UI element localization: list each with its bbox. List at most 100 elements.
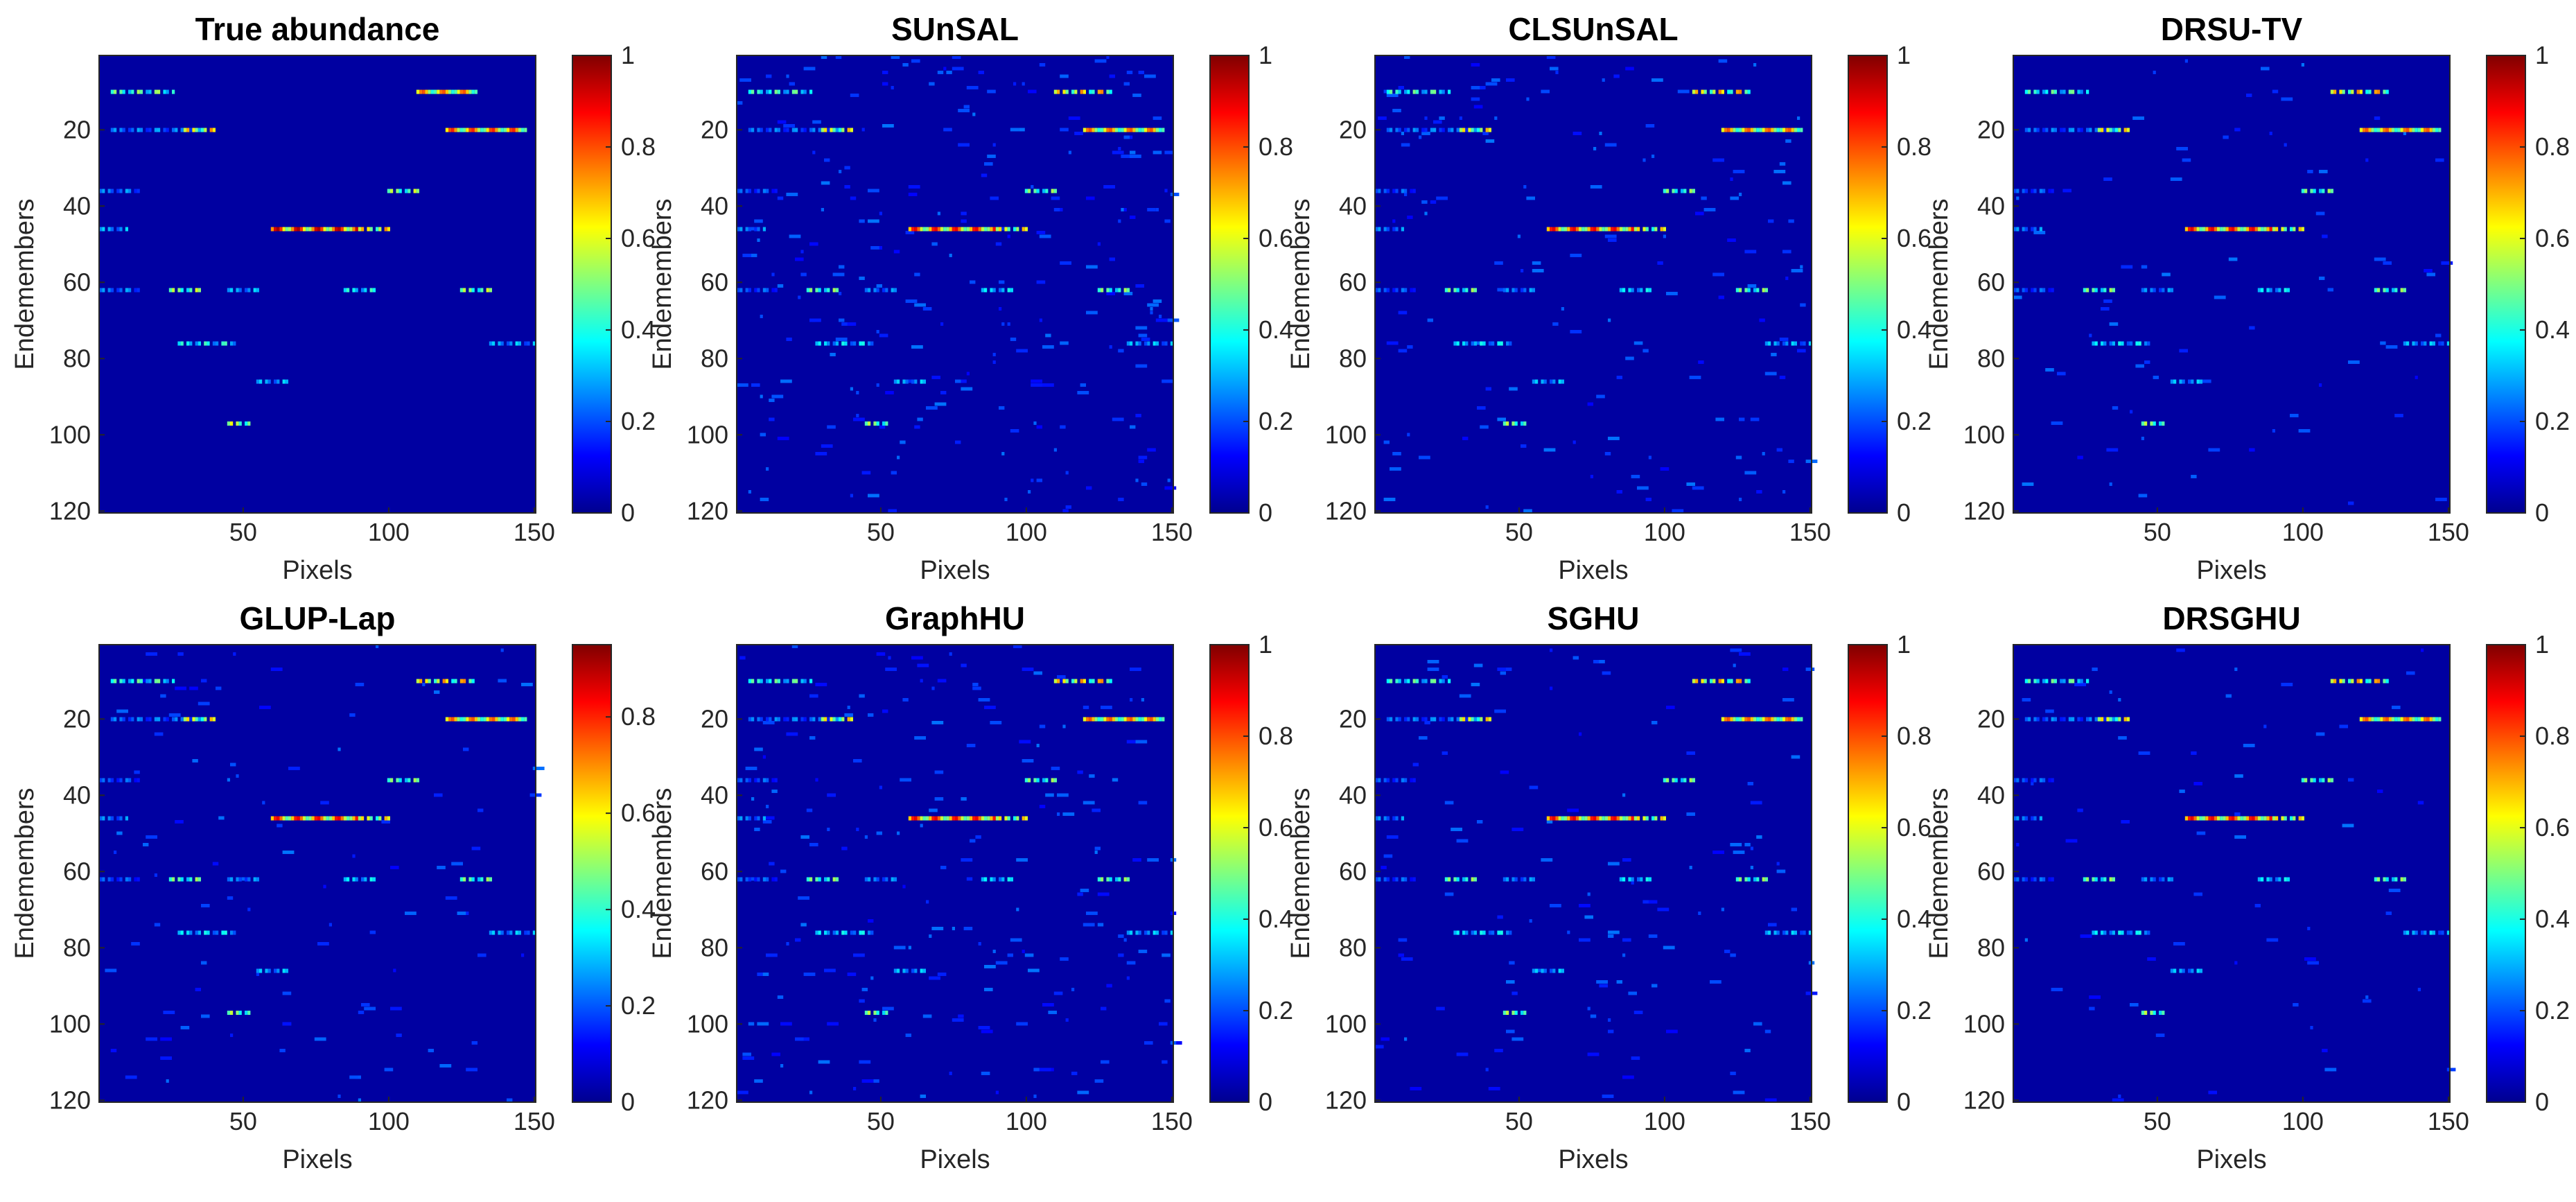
y-tick-label: 20 bbox=[1977, 115, 2005, 143]
abundance-cell bbox=[1065, 679, 1069, 683]
noise-cell bbox=[771, 272, 775, 277]
abundance-cell bbox=[827, 717, 830, 722]
abundance-cell bbox=[459, 679, 463, 683]
noise-cell bbox=[2109, 690, 2112, 694]
abundance-cell bbox=[1785, 128, 1789, 132]
abundance-cell bbox=[2266, 227, 2270, 232]
noise-cell bbox=[1383, 854, 1393, 858]
abundance-cell bbox=[806, 877, 809, 882]
abundance-cell bbox=[463, 128, 466, 132]
noise-cell bbox=[1118, 953, 1124, 957]
noise-cell bbox=[1159, 1022, 1168, 1026]
abundance-cell bbox=[1153, 930, 1156, 935]
noise-cell bbox=[1039, 63, 1046, 67]
abundance-cell bbox=[230, 421, 234, 426]
axes-frame bbox=[2013, 644, 2451, 1103]
abundance-cell bbox=[245, 421, 248, 426]
abundance-cell bbox=[2394, 288, 2398, 293]
noise-cell bbox=[1147, 303, 1159, 307]
noise-cell bbox=[861, 128, 865, 132]
abundance-cell bbox=[442, 89, 446, 94]
abundance-cell bbox=[2438, 930, 2442, 935]
abundance-cell bbox=[119, 89, 123, 94]
abundance-cell bbox=[1808, 341, 1812, 346]
noise-cell bbox=[1572, 656, 1579, 660]
abundance-cell bbox=[419, 89, 423, 94]
x-axis-label: Pixels bbox=[920, 556, 990, 585]
abundance-cell bbox=[1613, 227, 1617, 232]
abundance-cell bbox=[1106, 877, 1110, 882]
abundance-cell bbox=[850, 717, 853, 722]
noise-cell bbox=[2307, 170, 2313, 173]
abundance-cell bbox=[987, 227, 990, 232]
abundance-cell bbox=[818, 288, 821, 293]
abundance-cell bbox=[437, 679, 440, 683]
abundance-cell bbox=[1395, 189, 1399, 193]
noise-cell bbox=[1051, 196, 1060, 200]
abundance-cell bbox=[1097, 89, 1101, 94]
abundance-cell bbox=[1456, 877, 1460, 882]
noise-cell bbox=[2024, 938, 2028, 942]
abundance-cell bbox=[230, 288, 234, 293]
abundance-cell bbox=[911, 816, 915, 821]
noise-cell bbox=[830, 353, 836, 356]
noise-cell bbox=[800, 272, 807, 277]
noise-cell bbox=[1596, 394, 1605, 399]
abundance-cell bbox=[873, 421, 877, 426]
noise-cell bbox=[146, 1037, 157, 1041]
abundance-cell bbox=[835, 341, 839, 346]
abundance-cell bbox=[955, 227, 958, 232]
y-axis-label: Endemembers bbox=[10, 198, 40, 369]
abundance-cell bbox=[186, 341, 190, 346]
abundance-cell bbox=[125, 778, 128, 783]
abundance-cell bbox=[1550, 379, 1553, 384]
noise-cell bbox=[1135, 740, 1148, 744]
abundance-cell bbox=[1628, 816, 1631, 821]
abundance-cell bbox=[1162, 341, 1165, 346]
abundance-cell bbox=[1663, 778, 1666, 783]
abundance-cell bbox=[521, 717, 525, 722]
abundance-cell bbox=[110, 717, 114, 722]
noise-cell bbox=[1791, 907, 1797, 912]
abundance-cell bbox=[1126, 877, 1130, 882]
abundance-cell bbox=[2048, 778, 2051, 783]
abundance-cell bbox=[1506, 877, 1509, 882]
abundance-cell bbox=[2123, 128, 2127, 132]
noise-cell bbox=[978, 71, 984, 74]
abundance-cell bbox=[157, 128, 161, 132]
abundance-cell bbox=[2103, 930, 2107, 935]
abundance-cell bbox=[1042, 189, 1046, 193]
abundance-cell bbox=[1024, 227, 1028, 232]
noise-cell bbox=[981, 1072, 990, 1075]
noise-cell bbox=[2365, 158, 2369, 162]
abundance-cell bbox=[1448, 128, 1451, 132]
abundance-cell bbox=[809, 128, 813, 132]
abundance-cell bbox=[2385, 679, 2389, 683]
abundance-cell bbox=[824, 877, 827, 882]
noise-cell bbox=[1123, 82, 1130, 86]
abundance-cell bbox=[1561, 379, 1564, 384]
noise-cell bbox=[1086, 912, 1098, 915]
colorbar-tick-label: 0 bbox=[621, 498, 635, 527]
abundance-cell bbox=[1663, 816, 1666, 821]
noise-cell bbox=[1028, 490, 1031, 494]
colorbar-tick-label: 0.8 bbox=[621, 132, 656, 161]
abundance-cell bbox=[1092, 717, 1095, 722]
noise-cell bbox=[2089, 1007, 2095, 1011]
abundance-cell bbox=[748, 679, 751, 683]
abundance-cell bbox=[2051, 717, 2054, 722]
abundance-cell bbox=[841, 341, 845, 346]
noise-cell bbox=[844, 713, 853, 717]
noise-cell bbox=[146, 835, 157, 839]
abundance-cell bbox=[2272, 816, 2275, 821]
abundance-cell bbox=[137, 89, 140, 94]
abundance-cell bbox=[1412, 128, 1416, 132]
abundance-cell bbox=[459, 877, 463, 882]
noise-cell bbox=[1456, 1052, 1469, 1056]
abundance-cell bbox=[1395, 778, 1399, 783]
abundance-cell bbox=[524, 341, 527, 346]
abundance-cell bbox=[745, 877, 748, 882]
noise-cell bbox=[1509, 387, 1518, 391]
noise-cell bbox=[868, 494, 879, 498]
noise-cell bbox=[1663, 234, 1666, 238]
